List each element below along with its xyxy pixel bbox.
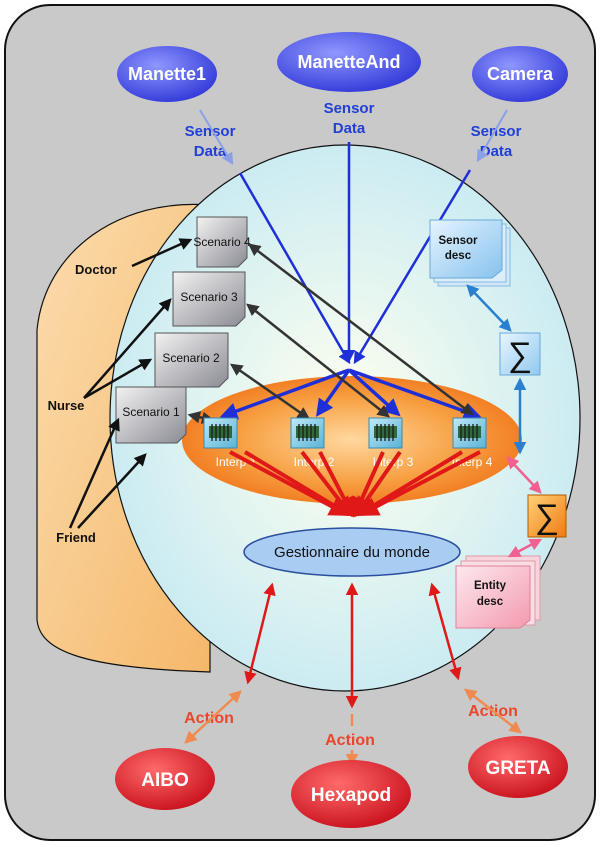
actuator-node-greta[interactable]: GRETA bbox=[468, 736, 568, 798]
actuator-label: AIBO bbox=[141, 770, 189, 791]
sigma-icon: ∑ bbox=[508, 336, 532, 374]
scenario-card-4[interactable]: Scenario 4 bbox=[193, 216, 251, 268]
sigma-icon: ∑ bbox=[535, 498, 559, 536]
entity-desc-stack[interactable]: Entity desc bbox=[455, 555, 541, 629]
world-manager-label: Gestionnaire du monde bbox=[274, 544, 430, 561]
user-arrow bbox=[77, 453, 147, 529]
actuator-label: GRETA bbox=[485, 758, 550, 779]
action-label: Action bbox=[184, 710, 234, 727]
scenario-card-3[interactable]: Scenario 3 bbox=[172, 271, 246, 327]
interp-output-arrow bbox=[229, 450, 350, 516]
entity-desc-label: Entity bbox=[474, 580, 507, 592]
world-manager-node[interactable]: Gestionnaire du monde bbox=[243, 527, 461, 577]
scenario-label: Scenario 2 bbox=[162, 351, 220, 365]
actuator-arrow bbox=[464, 688, 522, 734]
user-label-nurse: Nurse bbox=[48, 398, 85, 413]
scenario-label: Scenario 3 bbox=[180, 290, 238, 304]
sensor-data-label: Data bbox=[194, 143, 227, 160]
user-label-friend: Friend bbox=[56, 530, 96, 545]
sensor-data-label: Sensor bbox=[471, 123, 522, 140]
actuator-node-hexapod[interactable]: Hexapod bbox=[291, 760, 411, 828]
user-arrow bbox=[131, 238, 193, 268]
sensor-desc-stack[interactable]: Sensor desc bbox=[429, 219, 511, 287]
user-arrow bbox=[83, 358, 153, 400]
sensor-sigma-box[interactable]: ∑ bbox=[499, 332, 541, 376]
entity-link-arrow bbox=[507, 538, 543, 558]
actuator-node-aibo[interactable]: AIBO bbox=[115, 748, 215, 810]
user-arrow bbox=[68, 417, 120, 529]
sensor-flow-arrow bbox=[476, 109, 508, 163]
action-label: Action bbox=[325, 732, 375, 749]
sensor-node-manetteand[interactable]: ManetteAnd bbox=[277, 32, 421, 92]
sensor-desc-label: Sensor bbox=[439, 235, 479, 247]
sensor-label: Manette1 bbox=[128, 64, 206, 84]
user-arrow bbox=[83, 298, 172, 399]
sensor-data-label: Sensor bbox=[185, 123, 236, 140]
entity-sigma-box[interactable]: ∑ bbox=[527, 494, 567, 538]
interp-output-arrow bbox=[243, 450, 352, 517]
sensor-desc-label: desc bbox=[445, 250, 472, 262]
sensor-node-manette1[interactable]: Manette1 bbox=[117, 46, 217, 102]
sensor-data-label: Data bbox=[480, 143, 513, 160]
scenario-card-1[interactable]: Scenario 1 bbox=[115, 386, 187, 444]
actuator-label: Hexapod bbox=[311, 785, 391, 806]
interp-output-arrow bbox=[358, 450, 481, 516]
interpreter-chip-1[interactable]: Interp 1 bbox=[203, 417, 257, 469]
actuator-arrow bbox=[184, 690, 242, 744]
interpreter-label: Interp 1 bbox=[216, 455, 257, 469]
interpreter-chip-3[interactable]: Interp 3 bbox=[368, 417, 414, 469]
world-action-arrow bbox=[244, 582, 276, 685]
sensor-label: ManetteAnd bbox=[298, 52, 401, 72]
sensor-data-label: Sensor bbox=[324, 100, 375, 117]
sensor-label: Camera bbox=[487, 64, 554, 84]
interpreter-chip-2[interactable]: Interp 2 bbox=[290, 417, 335, 469]
user-label-doctor: Doctor bbox=[75, 262, 117, 277]
scenario-interp-link bbox=[246, 303, 390, 418]
desc-link-arrow bbox=[466, 284, 512, 332]
interpreter-label: Interp 4 bbox=[452, 455, 493, 469]
entity-link-arrow bbox=[506, 456, 542, 494]
entity-desc-label: desc bbox=[477, 596, 504, 608]
scenario-label: Scenario 4 bbox=[193, 235, 251, 249]
scenario-interp-link bbox=[229, 363, 311, 420]
interpreter-chip-4[interactable]: Interp 4 bbox=[452, 417, 493, 469]
scenario-label: Scenario 1 bbox=[122, 405, 180, 419]
scenario-card-2[interactable]: Scenario 2 bbox=[154, 332, 229, 388]
sensor-flow-arrow bbox=[199, 109, 234, 166]
world-action-arrow bbox=[428, 582, 462, 681]
sensor-node-camera[interactable]: Camera bbox=[472, 46, 568, 102]
sensor-data-label: Data bbox=[333, 120, 366, 137]
interp-output-arrow bbox=[318, 451, 354, 518]
